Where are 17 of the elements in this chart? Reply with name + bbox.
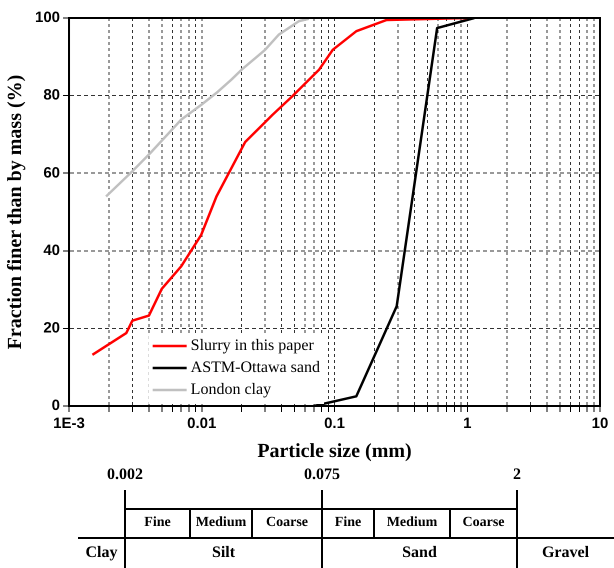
y-tick-label: 80 bbox=[43, 86, 60, 104]
y-tick-label: 0 bbox=[52, 397, 60, 414]
x-tick-label: 10 bbox=[592, 415, 608, 432]
x-axis-title: Particle size (mm) bbox=[257, 440, 412, 462]
y-tick-label: 100 bbox=[34, 9, 60, 26]
x-tick-label: 1E-3 bbox=[53, 415, 85, 432]
legend-label: London clay bbox=[190, 381, 272, 398]
x-tick-label: 0.1 bbox=[324, 415, 345, 432]
soil-classification-table: 0.002 0.075 2 Fine Medium Coarse Fine Medium Coarse Clay Silt Sand Gravel bbox=[78, 466, 614, 568]
x-tick-label: 0.01 bbox=[187, 415, 216, 432]
y-tick-label: 20 bbox=[43, 320, 60, 337]
legend-label: ASTM-Ottawa sand bbox=[190, 359, 320, 376]
y-tick-label: 40 bbox=[43, 242, 60, 259]
legend-label: Slurry in this paper bbox=[190, 337, 314, 354]
x-tick-label: 1 bbox=[463, 415, 472, 432]
y-tick-label: 60 bbox=[43, 164, 60, 182]
y-axis-title: Fraction finer than by mass (%) bbox=[4, 74, 26, 350]
